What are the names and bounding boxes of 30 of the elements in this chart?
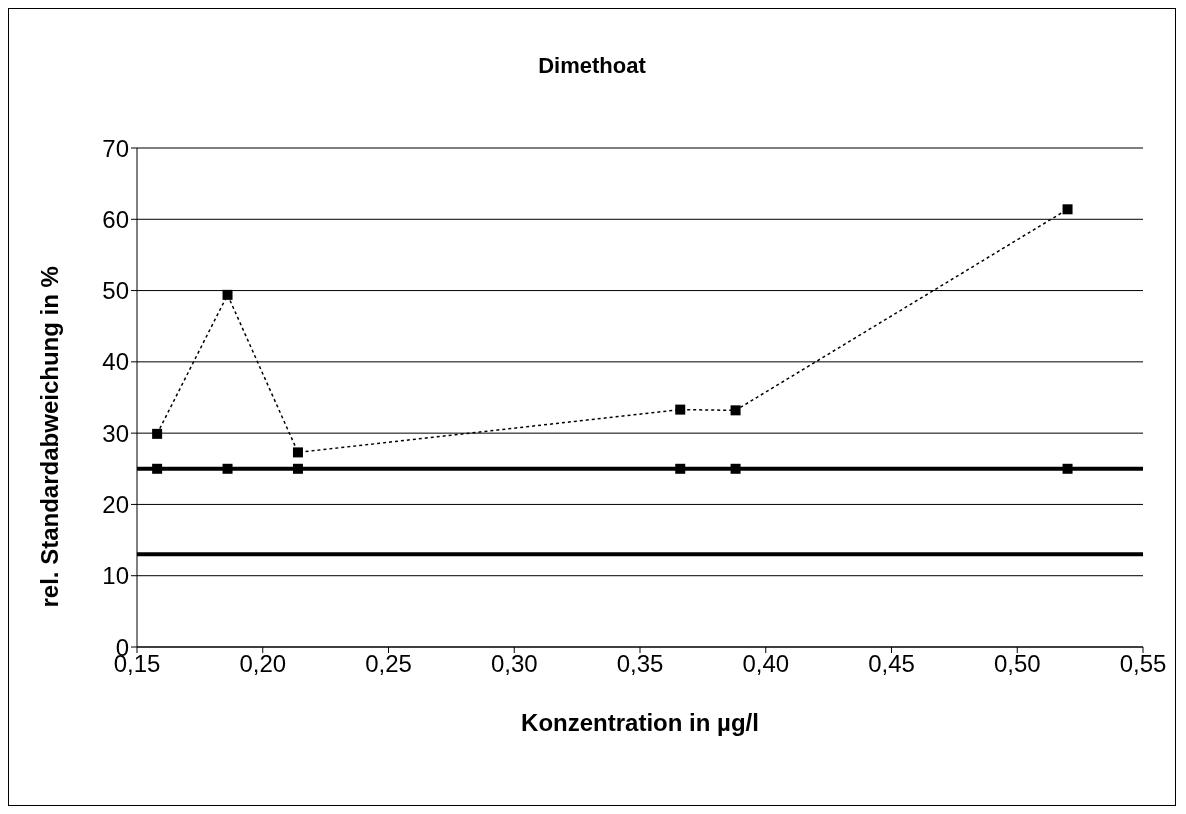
x-axis-title: Konzentration in µg/l	[521, 709, 759, 736]
point	[675, 463, 686, 474]
point	[1062, 463, 1073, 474]
point	[152, 428, 163, 439]
point	[1062, 204, 1073, 215]
y-axis-title: rel. Standardabweichung in %	[35, 266, 63, 608]
y-tick-label: 30	[102, 419, 129, 447]
x-tick-label: 0,50	[993, 650, 1041, 678]
point	[222, 289, 233, 300]
x-tick-label: 0,20	[239, 650, 287, 678]
y-tick-label: 60	[102, 205, 129, 233]
point	[292, 463, 303, 474]
point	[222, 463, 233, 474]
point	[730, 405, 741, 416]
y-tick-label: 10	[102, 562, 129, 590]
point	[292, 447, 303, 458]
y-tick-label: 40	[102, 348, 129, 376]
x-tick-label: 0,25	[365, 650, 412, 678]
chart-title: Dimethoat	[537, 53, 647, 79]
x-tick-label: 0,40	[742, 650, 790, 678]
x-tick-label: 0,55	[1119, 650, 1167, 678]
y-tick-label: 50	[102, 277, 129, 305]
y-tick-label: 20	[102, 490, 129, 518]
point	[730, 463, 741, 474]
x-tick-label: 0,30	[490, 650, 538, 678]
point	[675, 404, 686, 415]
x-tick-label: 0,45	[868, 650, 915, 678]
y-tick-label: 70	[102, 134, 129, 162]
x-tick-label: 0,35	[616, 650, 664, 678]
point	[152, 463, 163, 474]
